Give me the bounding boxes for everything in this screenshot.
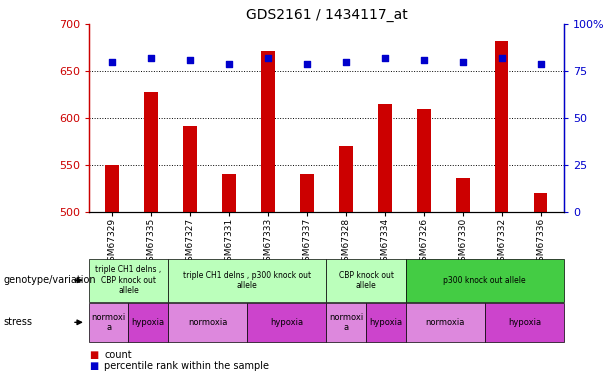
Text: triple CH1 delns , p300 knock out
allele: triple CH1 delns , p300 knock out allele xyxy=(183,271,311,290)
Text: normoxia: normoxia xyxy=(425,318,465,327)
Point xyxy=(302,61,312,67)
Text: hypoxia: hypoxia xyxy=(132,318,165,327)
Point xyxy=(224,61,234,67)
Text: hypoxia: hypoxia xyxy=(270,318,303,327)
Text: hypoxia: hypoxia xyxy=(508,318,541,327)
Point xyxy=(497,55,506,61)
Point xyxy=(458,59,468,65)
Text: count: count xyxy=(104,350,132,360)
Bar xyxy=(378,104,392,212)
Bar xyxy=(339,146,352,212)
Point xyxy=(380,55,390,61)
Point xyxy=(185,57,195,63)
Text: normoxi
a: normoxi a xyxy=(329,313,364,332)
Text: normoxi
a: normoxi a xyxy=(91,313,126,332)
Bar xyxy=(300,174,314,212)
Title: GDS2161 / 1434117_at: GDS2161 / 1434117_at xyxy=(246,8,407,22)
Point xyxy=(263,55,273,61)
Bar xyxy=(417,109,430,212)
Text: normoxia: normoxia xyxy=(188,318,227,327)
Bar xyxy=(495,41,508,212)
Text: triple CH1 delns ,
CBP knock out
allele: triple CH1 delns , CBP knock out allele xyxy=(96,266,162,295)
Point xyxy=(536,61,546,67)
Text: CBP knock out
allele: CBP knock out allele xyxy=(338,271,394,290)
Point xyxy=(107,59,117,65)
Bar xyxy=(456,178,470,212)
Text: percentile rank within the sample: percentile rank within the sample xyxy=(104,361,269,371)
Text: ■: ■ xyxy=(89,361,98,371)
Text: ■: ■ xyxy=(89,350,98,360)
Bar xyxy=(183,126,197,212)
Bar xyxy=(145,92,158,212)
Point xyxy=(147,55,156,61)
Point xyxy=(341,59,351,65)
Bar xyxy=(223,174,236,212)
Text: genotype/variation: genotype/variation xyxy=(3,275,96,285)
Text: stress: stress xyxy=(3,317,32,327)
Point xyxy=(419,57,428,63)
Text: hypoxia: hypoxia xyxy=(369,318,402,327)
Text: p300 knock out allele: p300 knock out allele xyxy=(443,276,526,285)
Bar xyxy=(261,51,275,212)
Bar xyxy=(105,165,119,212)
Bar xyxy=(534,193,547,212)
